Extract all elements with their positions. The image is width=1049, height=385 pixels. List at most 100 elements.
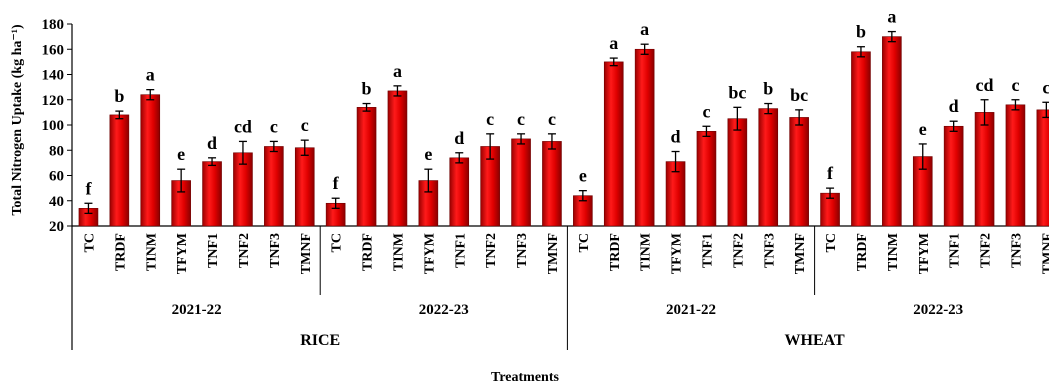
x-tick-label: TNF3 (762, 233, 777, 268)
crop-label: RICE (300, 332, 340, 349)
significance-letter: bc (790, 85, 808, 105)
x-tick-label: TNF2 (979, 233, 994, 268)
x-tick-label: TINM (886, 233, 901, 271)
x-tick-label: TRDF (855, 233, 870, 271)
significance-letter: e (424, 144, 432, 164)
bar (294, 147, 315, 227)
x-tick-label: TMNF (299, 233, 314, 274)
significance-letter: d (949, 96, 959, 116)
significance-letter: c (1042, 77, 1049, 97)
bar (789, 117, 809, 227)
significance-letter: d (454, 128, 464, 148)
y-tick-label: 160 (42, 42, 65, 58)
x-tick-label: TRDF (361, 233, 376, 271)
bar (727, 118, 748, 227)
bar (511, 138, 531, 227)
bar (1036, 109, 1049, 227)
x-tick-label: TNF1 (948, 233, 963, 268)
y-tick-label: 80 (49, 143, 64, 159)
x-tick-label: TMNF (546, 233, 561, 274)
bar (603, 61, 624, 227)
bar (387, 90, 408, 227)
crop-label: WHEAT (785, 332, 845, 349)
significance-letter: bc (728, 82, 746, 102)
x-tick-label: TFYM (422, 233, 437, 274)
significance-letter: f (333, 173, 340, 193)
significance-letter: cd (976, 75, 994, 95)
bar (696, 131, 717, 227)
x-tick-label: TINM (144, 233, 159, 271)
significance-letter: a (640, 19, 649, 39)
significance-letter: d (671, 127, 681, 147)
x-tick-label: TFYM (917, 233, 932, 274)
bar (634, 48, 655, 227)
year-label: 2022-23 (913, 302, 963, 318)
year-label: 2022-23 (419, 302, 469, 318)
bar (356, 107, 377, 227)
x-tick-label: TRDF (113, 233, 128, 271)
bar (974, 112, 995, 227)
significance-letter: e (579, 166, 587, 186)
bar (943, 125, 964, 227)
x-tick-label: TC (82, 233, 97, 252)
significance-letter: a (146, 65, 155, 85)
significance-letter: b (114, 86, 124, 106)
x-tick-label: TNF2 (731, 233, 746, 268)
bar (140, 94, 161, 227)
x-tick-label: TINM (639, 233, 654, 271)
significance-letter: a (393, 61, 402, 81)
significance-letter: a (887, 7, 896, 27)
significance-letter: c (1011, 75, 1019, 95)
significance-letter: c (548, 109, 556, 129)
significance-letter: c (486, 109, 494, 129)
x-tick-label: TNF1 (206, 233, 221, 268)
significance-letter: c (270, 116, 278, 136)
significance-letter: f (85, 178, 92, 198)
x-tick-label: TINM (391, 233, 406, 271)
significance-letter: a (609, 33, 618, 53)
bar (882, 36, 902, 227)
y-tick-label: 20 (49, 219, 64, 235)
bar (202, 161, 222, 227)
x-tick-label: TFYM (175, 233, 190, 274)
x-tick-label: TC (330, 233, 345, 252)
significance-letter: b (362, 79, 372, 99)
significance-letter: f (827, 163, 834, 183)
x-tick-label: TC (824, 233, 839, 252)
x-tick-label: TNF2 (484, 233, 499, 268)
x-tick-label: TMNF (1040, 233, 1049, 274)
x-tick-label: TNF1 (700, 233, 715, 268)
x-tick-label: TFYM (670, 233, 685, 274)
y-tick-label: 120 (42, 93, 65, 109)
x-tick-label: TNF1 (453, 233, 468, 268)
y-tick-label: 140 (42, 68, 65, 84)
x-axis-label: Treatments (491, 370, 559, 385)
bar (449, 157, 470, 227)
x-tick-label: TNF3 (268, 233, 283, 268)
bar (758, 108, 779, 227)
significance-letter: c (301, 115, 309, 135)
x-tick-label: TMNF (793, 233, 808, 274)
y-tick-label: 180 (42, 17, 65, 33)
bar (1005, 104, 1026, 227)
bar (851, 51, 871, 227)
significance-letter: c (702, 101, 710, 121)
significance-letter: e (919, 119, 927, 139)
significance-letter: e (177, 144, 185, 164)
plot-area: 20 40 60 80 100 120 140 160 180 f TC b TRDF a TINM e TFY… (42, 7, 1049, 350)
year-label: 2021-22 (666, 302, 716, 318)
x-tick-label: TNF3 (1009, 233, 1024, 268)
x-tick-label: TNF3 (515, 233, 530, 268)
significance-letter: cd (234, 116, 252, 136)
significance-letter: b (856, 22, 866, 42)
y-axis-label: Total Nitrogen Uptake (kg ha⁻¹) (10, 24, 25, 216)
significance-letter: d (207, 133, 217, 153)
y-tick-label: 100 (42, 118, 65, 134)
significance-letter: b (763, 79, 773, 99)
year-label: 2021-22 (172, 302, 222, 318)
y-tick-label: 60 (49, 169, 64, 185)
y-tick-label: 40 (49, 194, 64, 210)
x-tick-label: TNF2 (237, 233, 252, 268)
bar (542, 141, 562, 227)
